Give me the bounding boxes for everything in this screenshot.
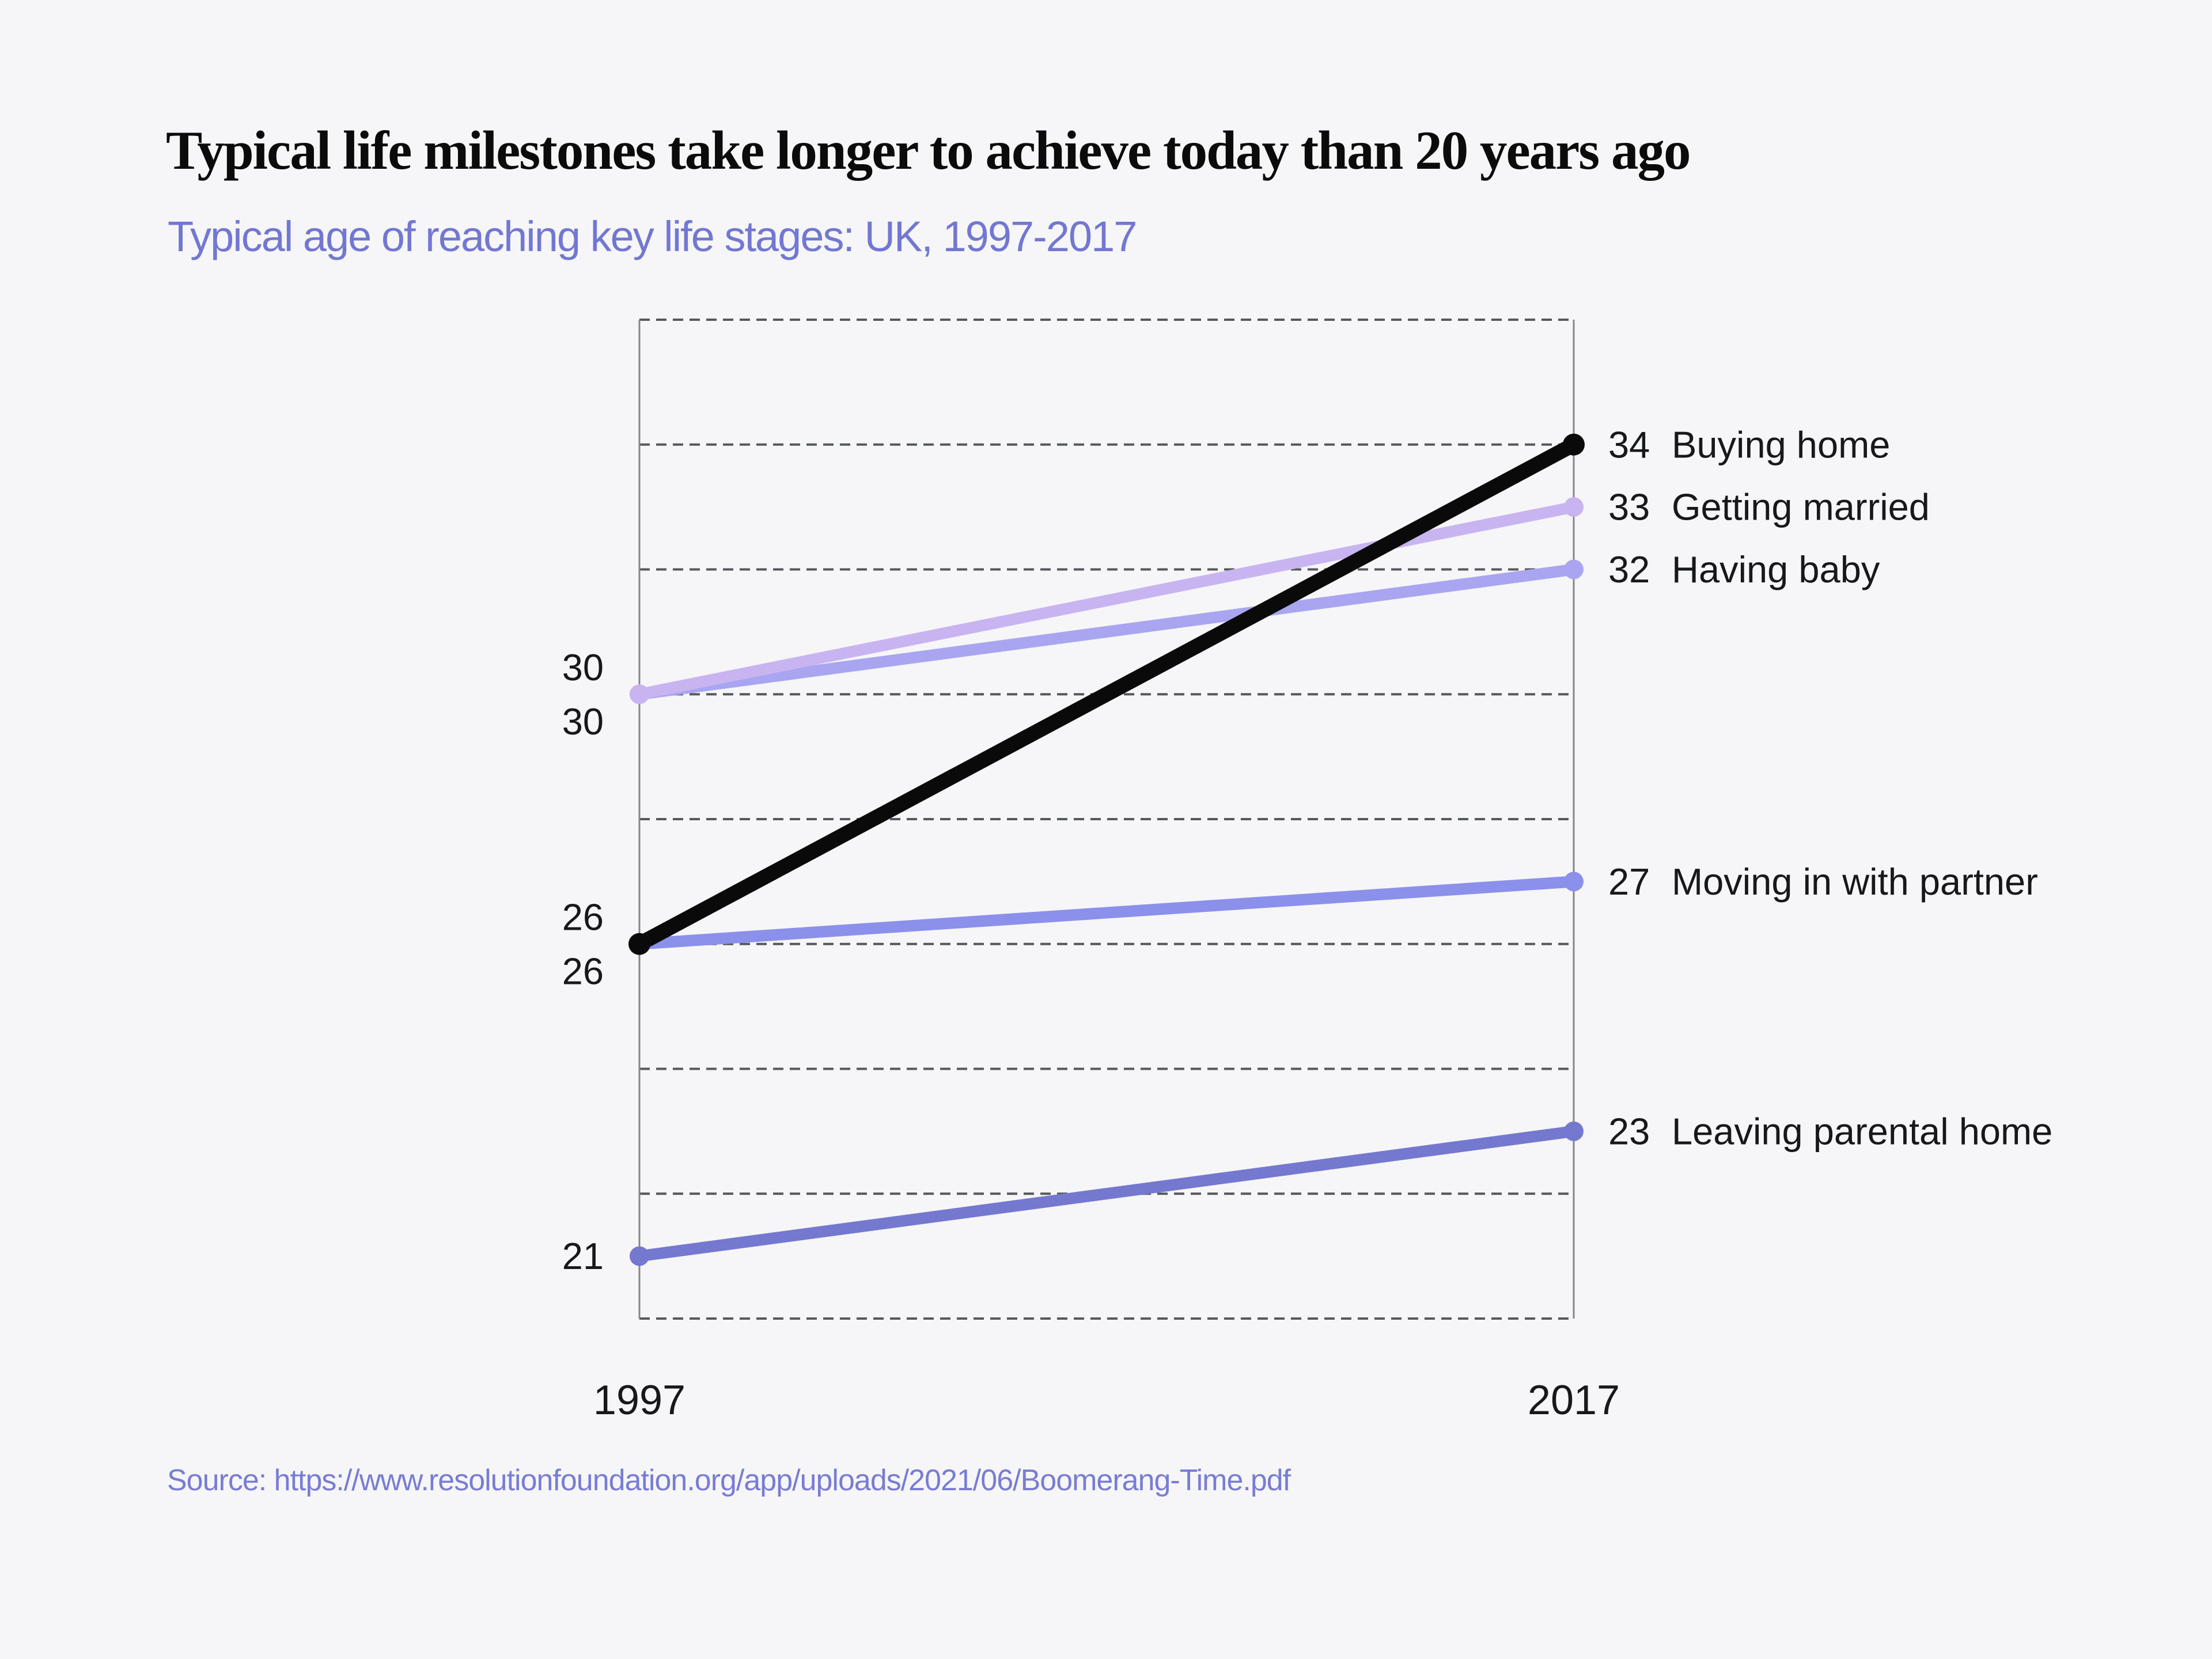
end-value-label-moving-in-with-partner: 27: [1608, 861, 1650, 903]
end-value-label-leaving-parental-home: 23: [1608, 1110, 1650, 1152]
series-having-baby-line: [638, 563, 1575, 700]
series-name-label-buying-home: Buying home: [1672, 423, 1890, 465]
series-buying-home-point-1997: [628, 933, 650, 955]
series-buying-home-line: [635, 438, 1578, 951]
axes-layer: [638, 320, 1575, 1319]
series-getting-married: [630, 497, 1584, 704]
x-axis-layer: 1997 2017: [593, 1377, 1620, 1423]
labels-layer: 26 30 30 26 21 34 Buying home 33 Getting married…: [562, 423, 2053, 1277]
start-value-label-getting-married: 30: [562, 646, 604, 688]
start-value-label-having-baby: 30: [562, 700, 604, 743]
series-leaving-parental-home-point-2017: [1564, 1121, 1584, 1141]
chart-subtitle: Typical age of reaching key life stages:…: [168, 213, 1137, 260]
gridlines-layer: [639, 319, 1574, 1320]
series-moving-in-with-partner: [630, 872, 1584, 954]
series-name-label-moving-in-with-partner: Moving in with partner: [1672, 861, 2038, 903]
series-buying-home-point-2017: [1563, 433, 1585, 456]
end-value-label-having-baby: 32: [1608, 548, 1650, 590]
series-name-label-getting-married: Getting married: [1672, 486, 1930, 528]
series-moving-in-with-partner-line: [639, 876, 1574, 950]
source-note: Source: https://www.resolutionfoundation…: [167, 1464, 1291, 1497]
series-name-label-having-baby: Having baby: [1672, 548, 1880, 590]
series-getting-married-point-2017: [1564, 497, 1584, 517]
series-having-baby-point-2017: [1564, 559, 1584, 579]
series-having-baby: [630, 559, 1584, 704]
series-getting-married-point-1997: [630, 684, 649, 704]
series-leaving-parental-home-point-1997: [630, 1246, 649, 1266]
chart-title: Typical life milestones take longer to a…: [166, 120, 1691, 181]
end-value-label-getting-married: 33: [1608, 486, 1650, 528]
series-leaving-parental-home-line: [638, 1125, 1575, 1262]
start-value-label-buying-home: 26: [562, 896, 604, 938]
start-value-label-moving-in-with-partner: 26: [562, 950, 604, 992]
series-buying-home: [628, 433, 1585, 955]
series-moving-in-with-partner-point-2017: [1564, 872, 1584, 892]
end-value-label-buying-home: 34: [1608, 423, 1650, 465]
series-getting-married-line: [638, 501, 1575, 700]
series-leaving-parental-home: [630, 1121, 1584, 1266]
x-axis-label-2017: 2017: [1528, 1377, 1620, 1423]
series-layer: [628, 433, 1585, 1266]
x-axis-label-1997: 1997: [593, 1377, 685, 1423]
series-name-label-leaving-parental-home: Leaving parental home: [1672, 1110, 2052, 1152]
start-value-label-leaving-parental-home: 21: [562, 1235, 604, 1277]
